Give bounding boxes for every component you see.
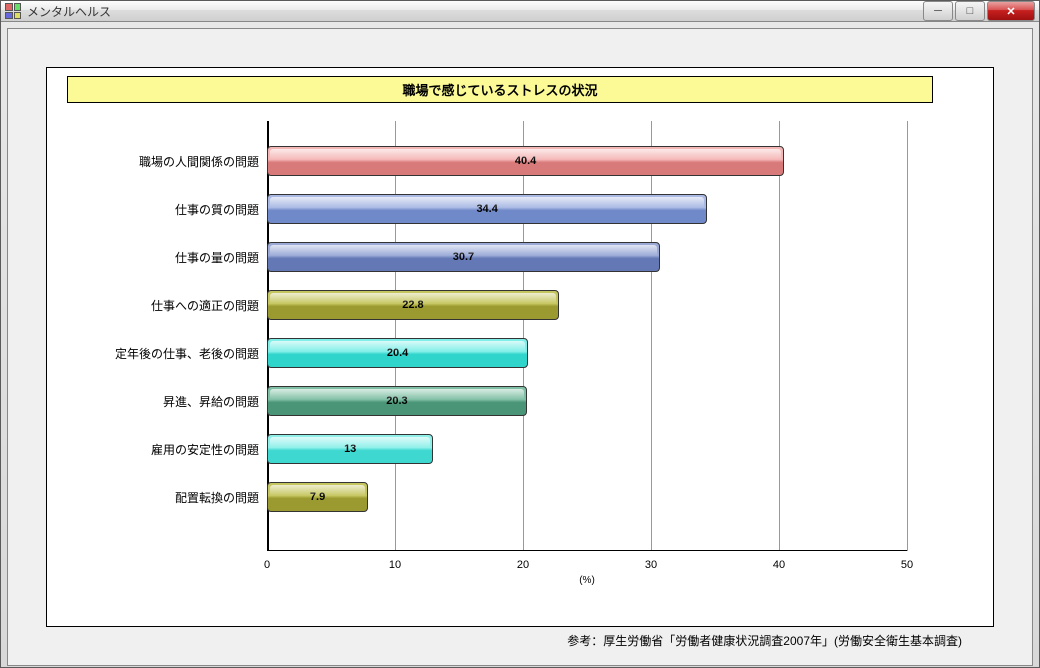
bar: 13 bbox=[267, 434, 433, 464]
bar-value: 7.9 bbox=[310, 491, 325, 503]
bar-row: 仕事の量の問題 30.7 bbox=[67, 241, 660, 273]
bar-label: 仕事の量の問題 bbox=[67, 249, 267, 266]
bar-value: 20.4 bbox=[387, 347, 408, 359]
bar-row: 職場の人間関係の問題 40.4 bbox=[67, 145, 784, 177]
gridline bbox=[779, 121, 780, 551]
bar-value: 20.3 bbox=[386, 395, 407, 407]
x-tick: 50 bbox=[901, 559, 913, 571]
bar-row: 定年後の仕事、老後の問題 20.4 bbox=[67, 337, 528, 369]
bar-row: 仕事の質の問題 34.4 bbox=[67, 193, 707, 225]
bar: 40.4 bbox=[267, 146, 784, 176]
bar-label: 職場の人間関係の問題 bbox=[67, 153, 267, 170]
bar: 22.8 bbox=[267, 290, 559, 320]
app-window: メンタルヘルス ─ □ ✕ 職場で感じているストレスの状況 0 10 20 30 40 5… bbox=[0, 0, 1040, 668]
bar: 30.7 bbox=[267, 242, 660, 272]
app-icon bbox=[5, 3, 21, 19]
bar-row: 配置転換の問題 7.9 bbox=[67, 481, 368, 513]
minimize-button[interactable]: ─ bbox=[923, 1, 953, 21]
bar: 20.3 bbox=[267, 386, 527, 416]
chart-title: 職場で感じているストレスの状況 bbox=[67, 76, 933, 103]
gridline bbox=[651, 121, 652, 551]
bar-value: 30.7 bbox=[453, 251, 474, 263]
bar-value: 22.8 bbox=[402, 299, 423, 311]
bar-label: 定年後の仕事、老後の問題 bbox=[67, 345, 267, 362]
x-axis-label: (%) bbox=[579, 575, 595, 586]
bar: 20.4 bbox=[267, 338, 528, 368]
titlebar: メンタルヘルス ─ □ ✕ bbox=[1, 1, 1039, 22]
bar-value: 34.4 bbox=[476, 203, 497, 215]
chart-plot: 01020304050(%)職場の人間関係の問題40.4仕事の質の問題34.4仕… bbox=[67, 121, 933, 581]
close-button[interactable]: ✕ bbox=[987, 1, 1035, 21]
bar-value: 40.4 bbox=[515, 155, 536, 167]
x-axis bbox=[267, 550, 907, 552]
bar-row: 雇用の安定性の問題 13 bbox=[67, 433, 433, 465]
window-title: メンタルヘルス bbox=[27, 3, 921, 20]
x-tick: 10 bbox=[389, 559, 401, 571]
gridline bbox=[523, 121, 524, 551]
maximize-button[interactable]: □ bbox=[955, 1, 985, 21]
bar: 34.4 bbox=[267, 194, 707, 224]
bar-label: 昇進、昇給の問題 bbox=[67, 393, 267, 410]
bar-label: 配置転換の問題 bbox=[67, 489, 267, 506]
x-tick: 30 bbox=[645, 559, 657, 571]
bar-label: 仕事の質の問題 bbox=[67, 201, 267, 218]
bar-value: 13 bbox=[344, 443, 356, 455]
bar-label: 雇用の安定性の問題 bbox=[67, 441, 267, 458]
bar-row: 昇進、昇給の問題 20.3 bbox=[67, 385, 527, 417]
bar: 7.9 bbox=[267, 482, 368, 512]
gridline bbox=[907, 121, 908, 551]
x-tick: 0 bbox=[264, 559, 270, 571]
chart-footnote: 参考：厚生労働省「労働者健康状況調査2007年」(労働安全衛生基本調査) bbox=[567, 632, 962, 649]
x-tick: 20 bbox=[517, 559, 529, 571]
window-controls: ─ □ ✕ bbox=[921, 1, 1035, 21]
x-tick: 40 bbox=[773, 559, 785, 571]
chart-panel: 職場で感じているストレスの状況 0 10 20 30 40 50 (%) 職場の人間関係の問題… bbox=[46, 67, 994, 627]
gridline bbox=[395, 121, 396, 551]
bar-row: 仕事への適正の問題 22.8 bbox=[67, 289, 559, 321]
client-area: 職場で感じているストレスの状況 0 10 20 30 40 50 (%) 職場の人間関係の問題… bbox=[7, 28, 1033, 666]
bar-label: 仕事への適正の問題 bbox=[67, 297, 267, 314]
